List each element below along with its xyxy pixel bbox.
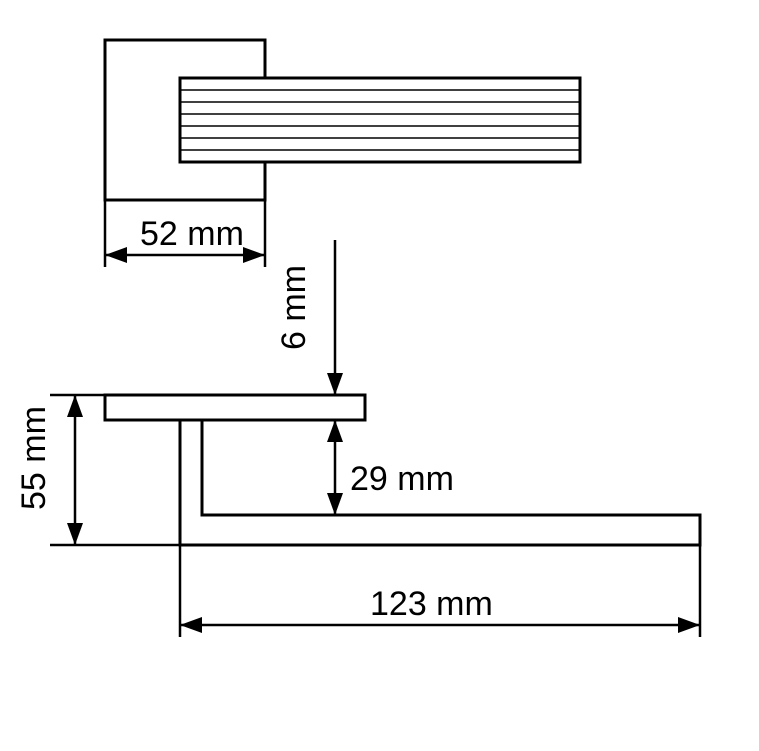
side-rosette bbox=[105, 395, 365, 420]
dimension-label: 52 mm bbox=[140, 215, 244, 253]
top-view bbox=[105, 40, 580, 200]
dimension-label: 6 mm bbox=[275, 265, 313, 350]
dimension-label: 29 mm bbox=[350, 460, 454, 498]
dimension-label: 123 mm bbox=[370, 585, 493, 623]
dimension-label: 55 mm bbox=[15, 406, 53, 510]
